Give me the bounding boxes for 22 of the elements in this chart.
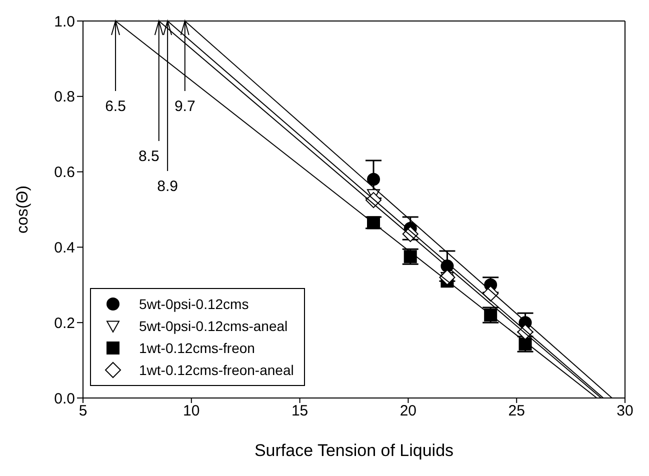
annotation: 8.5 <box>138 148 160 165</box>
x-tick-label: 20 <box>400 402 417 420</box>
legend-label: 1wt-0.12cms-freon <box>139 340 255 356</box>
y-tick-label: 0.6 <box>54 164 75 182</box>
x-tick-label: 10 <box>183 402 200 420</box>
y-tick-label: 0.8 <box>54 88 75 106</box>
y-tick-label: 0.4 <box>54 240 75 257</box>
annotation: 8.9 <box>157 178 178 195</box>
x-axis-title: Surface Tension of Liquids <box>254 441 454 460</box>
y-axis-title: cos(Θ) <box>14 186 32 234</box>
legend-label: 5wt-0psi-0.12cms-aneal <box>139 318 288 334</box>
annotation: 9.7 <box>174 98 196 115</box>
y-tick-label: 0.2 <box>54 314 75 332</box>
legend-label: 5wt-0psi-0.12cms <box>139 296 249 312</box>
x-tick-label: 15 <box>291 402 308 420</box>
y-tick-label: 1.0 <box>54 13 75 30</box>
legend-label: 1wt-0.12cms-freon-aneal <box>139 362 294 378</box>
x-tick-label: 30 <box>616 402 634 420</box>
y-tick-label: 0.0 <box>54 390 75 408</box>
x-tick-label: 25 <box>508 402 525 420</box>
annotation: 6.5 <box>105 98 126 115</box>
x-tick-label: 5 <box>78 402 88 420</box>
